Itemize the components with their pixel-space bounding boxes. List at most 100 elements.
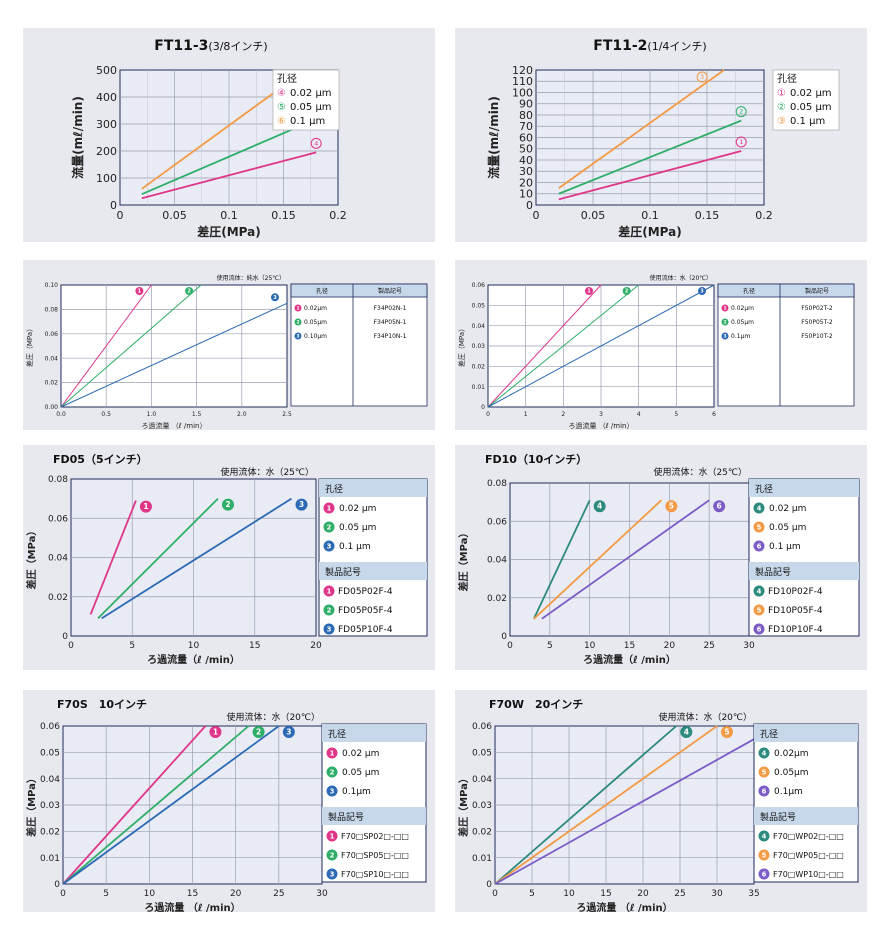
size-marker-circle [758, 766, 770, 778]
y-tick-label: 40 [519, 154, 533, 167]
x-tick-label: 20 [310, 641, 322, 651]
series-marker-①-circle [735, 136, 747, 148]
table-header [290, 283, 428, 298]
size-marker-num: 2 [327, 523, 332, 531]
series-line-2 [60, 284, 202, 408]
table-row-marker-circle [294, 318, 302, 326]
x-tick-label: 20 [230, 889, 242, 899]
side-head-code: 製品記号 [755, 566, 791, 578]
y-tick-label: 100 [512, 86, 533, 99]
x-tick-label: 30 [316, 889, 328, 899]
x-tick-label: 10 [584, 641, 596, 651]
table-row-code: F50P05T-2 [801, 319, 833, 326]
series-marker-2-num: 2 [187, 289, 191, 295]
series-line-3 [487, 284, 715, 408]
code-marker-circle [326, 830, 338, 842]
series-marker-1-circle [139, 500, 152, 513]
code-marker-circle [326, 868, 338, 880]
x-tick-label: 15 [249, 641, 260, 651]
series-marker-2-circle [222, 498, 234, 511]
code-marker-num: 5 [762, 851, 767, 859]
table-box [290, 283, 428, 407]
y-tick-label: 0.02 [487, 594, 507, 604]
chart-title: FT11-3(3/8インチ) [154, 38, 267, 54]
size-label: 0.1μm [342, 787, 371, 797]
chart-f34: 0.0 0.5 1.0 1.5 2.0 2.5 0.00 0.02 0.04 0.06 0.08 0.… [23, 260, 435, 430]
table-row-code: F34P10N-1 [374, 333, 407, 340]
x-tick-label: 1 [524, 411, 528, 418]
table-head-size: 孔径 [316, 287, 328, 295]
code-label: FD05P05F-4 [338, 606, 393, 616]
code-marker-circle [323, 585, 335, 597]
legend-label: 0.1 μm [290, 116, 325, 127]
y-tick-label: 0 [526, 199, 533, 212]
code-marker-circle [753, 604, 765, 616]
legend-box [272, 69, 340, 131]
code-marker-circle [758, 830, 770, 842]
size-marker-num: 1 [327, 504, 332, 512]
series-marker-2-num: 2 [225, 500, 230, 509]
size-label: 0.02 μm [339, 504, 376, 514]
y-tick-label: 0 [481, 404, 485, 411]
chart-title: F70W 20インチ [489, 698, 583, 711]
y-tick-label: 110 [512, 75, 533, 88]
size-marker-num: 1 [330, 749, 335, 757]
fluid-label: 使用流体：水（20℃） [658, 711, 752, 723]
y-tick-label: 0.01 [472, 854, 492, 864]
chart-fd10: 0 5 10 15 20 25 30 0 0.02 0.04 0.06 0.08 ろ過流量（ℓ /min… [455, 445, 867, 670]
y-tick-label: 0.06 [48, 514, 68, 524]
size-label: 0.05 μm [339, 523, 376, 533]
series-marker-②-num: 2 [739, 109, 743, 116]
side-head-size-bg [754, 724, 858, 742]
series-marker-5-num: 5 [724, 728, 729, 737]
x-tick-label: 2.5 [282, 411, 292, 418]
chart-fd10-svg: 0 5 10 15 20 25 30 0 0.02 0.04 0.06 0.08 ろ過流量（ℓ /min… [455, 445, 867, 670]
table-row-code: F50P02T-2 [801, 305, 833, 312]
code-marker-num: 3 [330, 870, 335, 878]
x-tick-label: 6 [712, 411, 716, 418]
series-marker-3-num: 3 [299, 500, 304, 509]
y-tick-label: 0 [501, 632, 507, 642]
table-row-code: F34P05N-1 [374, 319, 407, 326]
y-tick-label: 0.06 [45, 331, 59, 338]
y-tick-label: 0.02 [40, 827, 60, 837]
size-label: 0.1 μm [339, 542, 371, 552]
x-tick-label: 10 [144, 889, 156, 899]
series-marker-4-num: 4 [597, 502, 602, 511]
y-axis-label: 流量(mℓ/min) [70, 96, 85, 179]
x-tick-label: 0 [492, 889, 498, 899]
x-tick-label: 5 [103, 889, 109, 899]
series-marker-3-circle [295, 498, 308, 511]
series-marker-2-num: 2 [256, 728, 261, 737]
table-head-code: 製品記号 [378, 287, 402, 295]
x-axis-label: 差圧(MPa) [196, 224, 260, 239]
y-tick-label: 0.01 [472, 384, 486, 391]
series-marker-1-num: 1 [587, 289, 591, 295]
side-head-size: 孔径 [325, 483, 343, 495]
table-row-marker-num: 2 [723, 319, 726, 325]
size-marker-circle [326, 766, 338, 778]
x-tick-label: 5 [547, 641, 553, 651]
y-tick-label: 0.06 [472, 282, 486, 289]
table-row-size: 0.10μm [304, 333, 327, 340]
size-marker-num: 3 [327, 542, 332, 550]
table-row-marker-circle [721, 304, 729, 312]
plot-area [60, 284, 288, 408]
series-line-4 [533, 499, 591, 620]
table-row-code: F50P10T-2 [801, 333, 833, 340]
y-tick-label: 200 [96, 145, 117, 158]
size-marker-num: 6 [757, 542, 762, 550]
legend-num: ⑥ [277, 116, 286, 127]
x-tick-label: 15 [187, 889, 198, 899]
side-head-code-bg [749, 562, 859, 580]
code-marker-num: 4 [762, 832, 767, 840]
size-marker-circle [753, 540, 765, 552]
series-marker-2-circle [622, 287, 631, 295]
x-tick-label: 0.5 [101, 411, 111, 418]
x-tick-label: 0.15 [695, 209, 720, 222]
legend-num: ④ [277, 88, 286, 99]
chart-f70s-svg: 0 5 10 15 20 25 30 0 0.01 0.02 0.03 0.04 0.05 0.06 ろ過流… [23, 690, 435, 912]
size-label: 0.05 μm [342, 768, 379, 778]
x-tick-label: 0.1 [220, 209, 238, 222]
series-marker-④-num: 4 [314, 140, 318, 147]
